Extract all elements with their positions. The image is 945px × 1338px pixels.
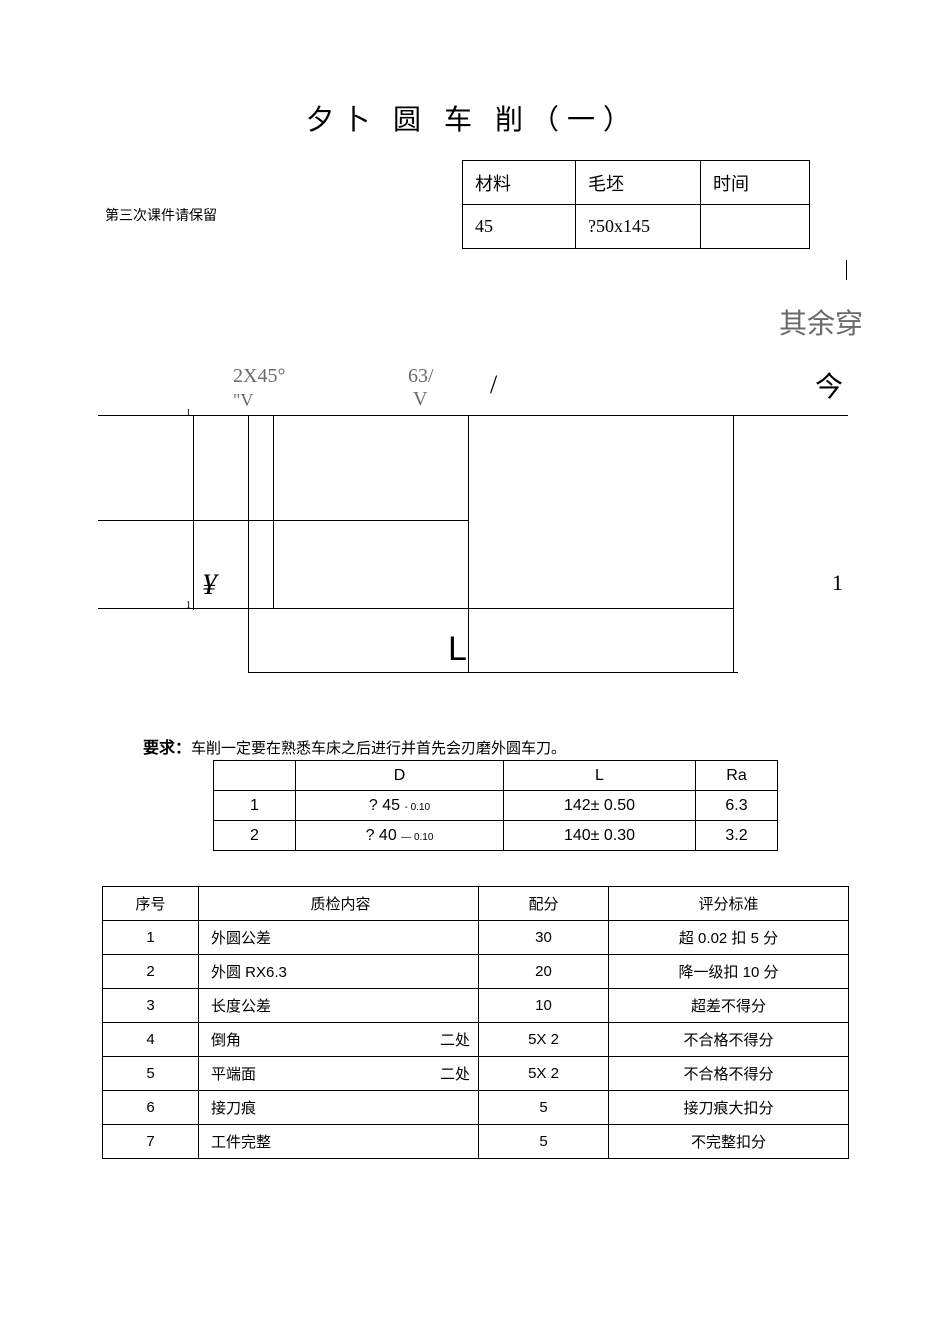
qc-row: 1 外圆公差 30 超 0.02 扣 5 分 [103,921,849,955]
qc-row: 4 倒角二处 5X 2 不合格不得分 [103,1023,849,1057]
dlr-row1-n: 1 [214,791,296,821]
subtitle-note: 第三次课件请保留 [105,205,217,225]
diagram-label-jin: 今 [815,365,843,405]
qc-table: 序号 质检内容 配分 评分标准 1 外圆公差 30 超 0.02 扣 5 分 2… [102,886,849,1159]
diagram-tick-2: 1 [186,600,191,611]
qc-header-content: 质检内容 [199,887,479,921]
info-header-blank: 毛坯 [576,161,701,205]
diagram-label-2x45: 2X45° [233,365,285,388]
qc-cell-seq: 5 [103,1057,199,1091]
qc-cell-std: 降一级扣 10 分 [609,955,849,989]
qc-cell-content: 长度公差 [199,989,479,1023]
diagram-label-v2: V [413,388,427,411]
diagram-line [248,672,738,673]
qc-row: 3 长度公差 10 超差不得分 [103,989,849,1023]
qc-cell-std: 超差不得分 [609,989,849,1023]
qc-row: 2 外圆 RX6.3 20 降一级扣 10 分 [103,955,849,989]
qc-cell-std: 接刀痕大扣分 [609,1091,849,1125]
info-value-material: 45 [463,205,576,249]
qc-cell-score: 5X 2 [479,1023,609,1057]
diagram-line [468,415,469,673]
qc-cell-seq: 3 [103,989,199,1023]
requirement-body: 车削一定要在熟悉车床之后进行并首先会刃磨外圆车刀。 [191,741,566,757]
qc-cell-content: 外圆公差 [199,921,479,955]
technical-diagram: 其余穿 今 2X45° "V 63/ V / ¥ 1 L 1 1 [98,260,853,690]
diagram-slash: / [490,370,497,400]
qc-cell-content: 接刀痕 [199,1091,479,1125]
qc-cell-score: 20 [479,955,609,989]
dlr-row1-d: ? 45 - 0.10 [296,791,504,821]
diagram-line [193,415,194,610]
diagram-line [98,520,468,521]
diagram-label-v1: "V [233,390,253,411]
qc-cell-content: 倒角二处 [199,1023,479,1057]
qc-row: 6 接刀痕 5 接刀痕大扣分 [103,1091,849,1125]
qc-row: 7 工件完整 5 不完整扣分 [103,1125,849,1159]
qc-cell-content: 外圆 RX6.3 [199,955,479,989]
dlr-row2-d: ? 40 — 0.10 [296,821,504,851]
info-value-time [701,205,810,249]
diagram-tick-1: 1 [186,408,191,419]
qc-cell-seq: 1 [103,921,199,955]
qc-cell-std: 不完整扣分 [609,1125,849,1159]
dlr-header-d: D [296,761,504,791]
qc-cell-std: 不合格不得分 [609,1057,849,1091]
diagram-line [273,415,274,608]
info-header-material: 材料 [463,161,576,205]
qc-row: 5 平端面二处 5X 2 不合格不得分 [103,1057,849,1091]
diagram-label-qita: 其余穿 [779,302,863,342]
requirement-text: 要求：车削一定要在熟悉车床之后进行并首先会刃磨外圆车刀。 [143,734,566,758]
info-header-time: 时间 [701,161,810,205]
info-table: 材料 毛坯 时间 45 ?50x145 [462,160,810,249]
dlr-row2-ra: 3.2 [696,821,778,851]
qc-cell-score: 30 [479,921,609,955]
qc-cell-score: 5 [479,1091,609,1125]
dlr-header-ra: Ra [696,761,778,791]
dimension-table: D L Ra 1 ? 45 - 0.10 142± 0.50 6.3 2 ? 4… [213,760,778,851]
diagram-label-63: 63/ [408,365,434,388]
dlr-header-l: L [504,761,696,791]
diagram-yen-symbol: ¥ [202,568,217,602]
dlr-row2-n: 2 [214,821,296,851]
info-value-blank: ?50x145 [576,205,701,249]
qc-cell-score: 10 [479,989,609,1023]
qc-cell-content: 工件完整 [199,1125,479,1159]
diagram-line [98,415,848,416]
diagram-line [248,415,249,673]
dlr-row2-l: 140± 0.30 [504,821,696,851]
qc-header-std: 评分标准 [609,887,849,921]
diagram-big-l: L [448,630,467,669]
diagram-one: 1 [832,570,843,596]
qc-cell-std: 超 0.02 扣 5 分 [609,921,849,955]
dlr-header-blank [214,761,296,791]
qc-cell-score: 5X 2 [479,1057,609,1091]
qc-cell-std: 不合格不得分 [609,1023,849,1057]
requirement-label: 要求： [143,740,191,757]
qc-cell-content: 平端面二处 [199,1057,479,1091]
diagram-line [733,415,734,673]
qc-cell-seq: 6 [103,1091,199,1125]
qc-cell-score: 5 [479,1125,609,1159]
page-title: 夕卜 圆 车 削（一） [0,98,945,138]
dlr-row1-l: 142± 0.50 [504,791,696,821]
qc-header-seq: 序号 [103,887,199,921]
qc-cell-seq: 4 [103,1023,199,1057]
diagram-line [846,260,847,280]
qc-cell-seq: 2 [103,955,199,989]
qc-header-score: 配分 [479,887,609,921]
dlr-row1-ra: 6.3 [696,791,778,821]
qc-cell-seq: 7 [103,1125,199,1159]
